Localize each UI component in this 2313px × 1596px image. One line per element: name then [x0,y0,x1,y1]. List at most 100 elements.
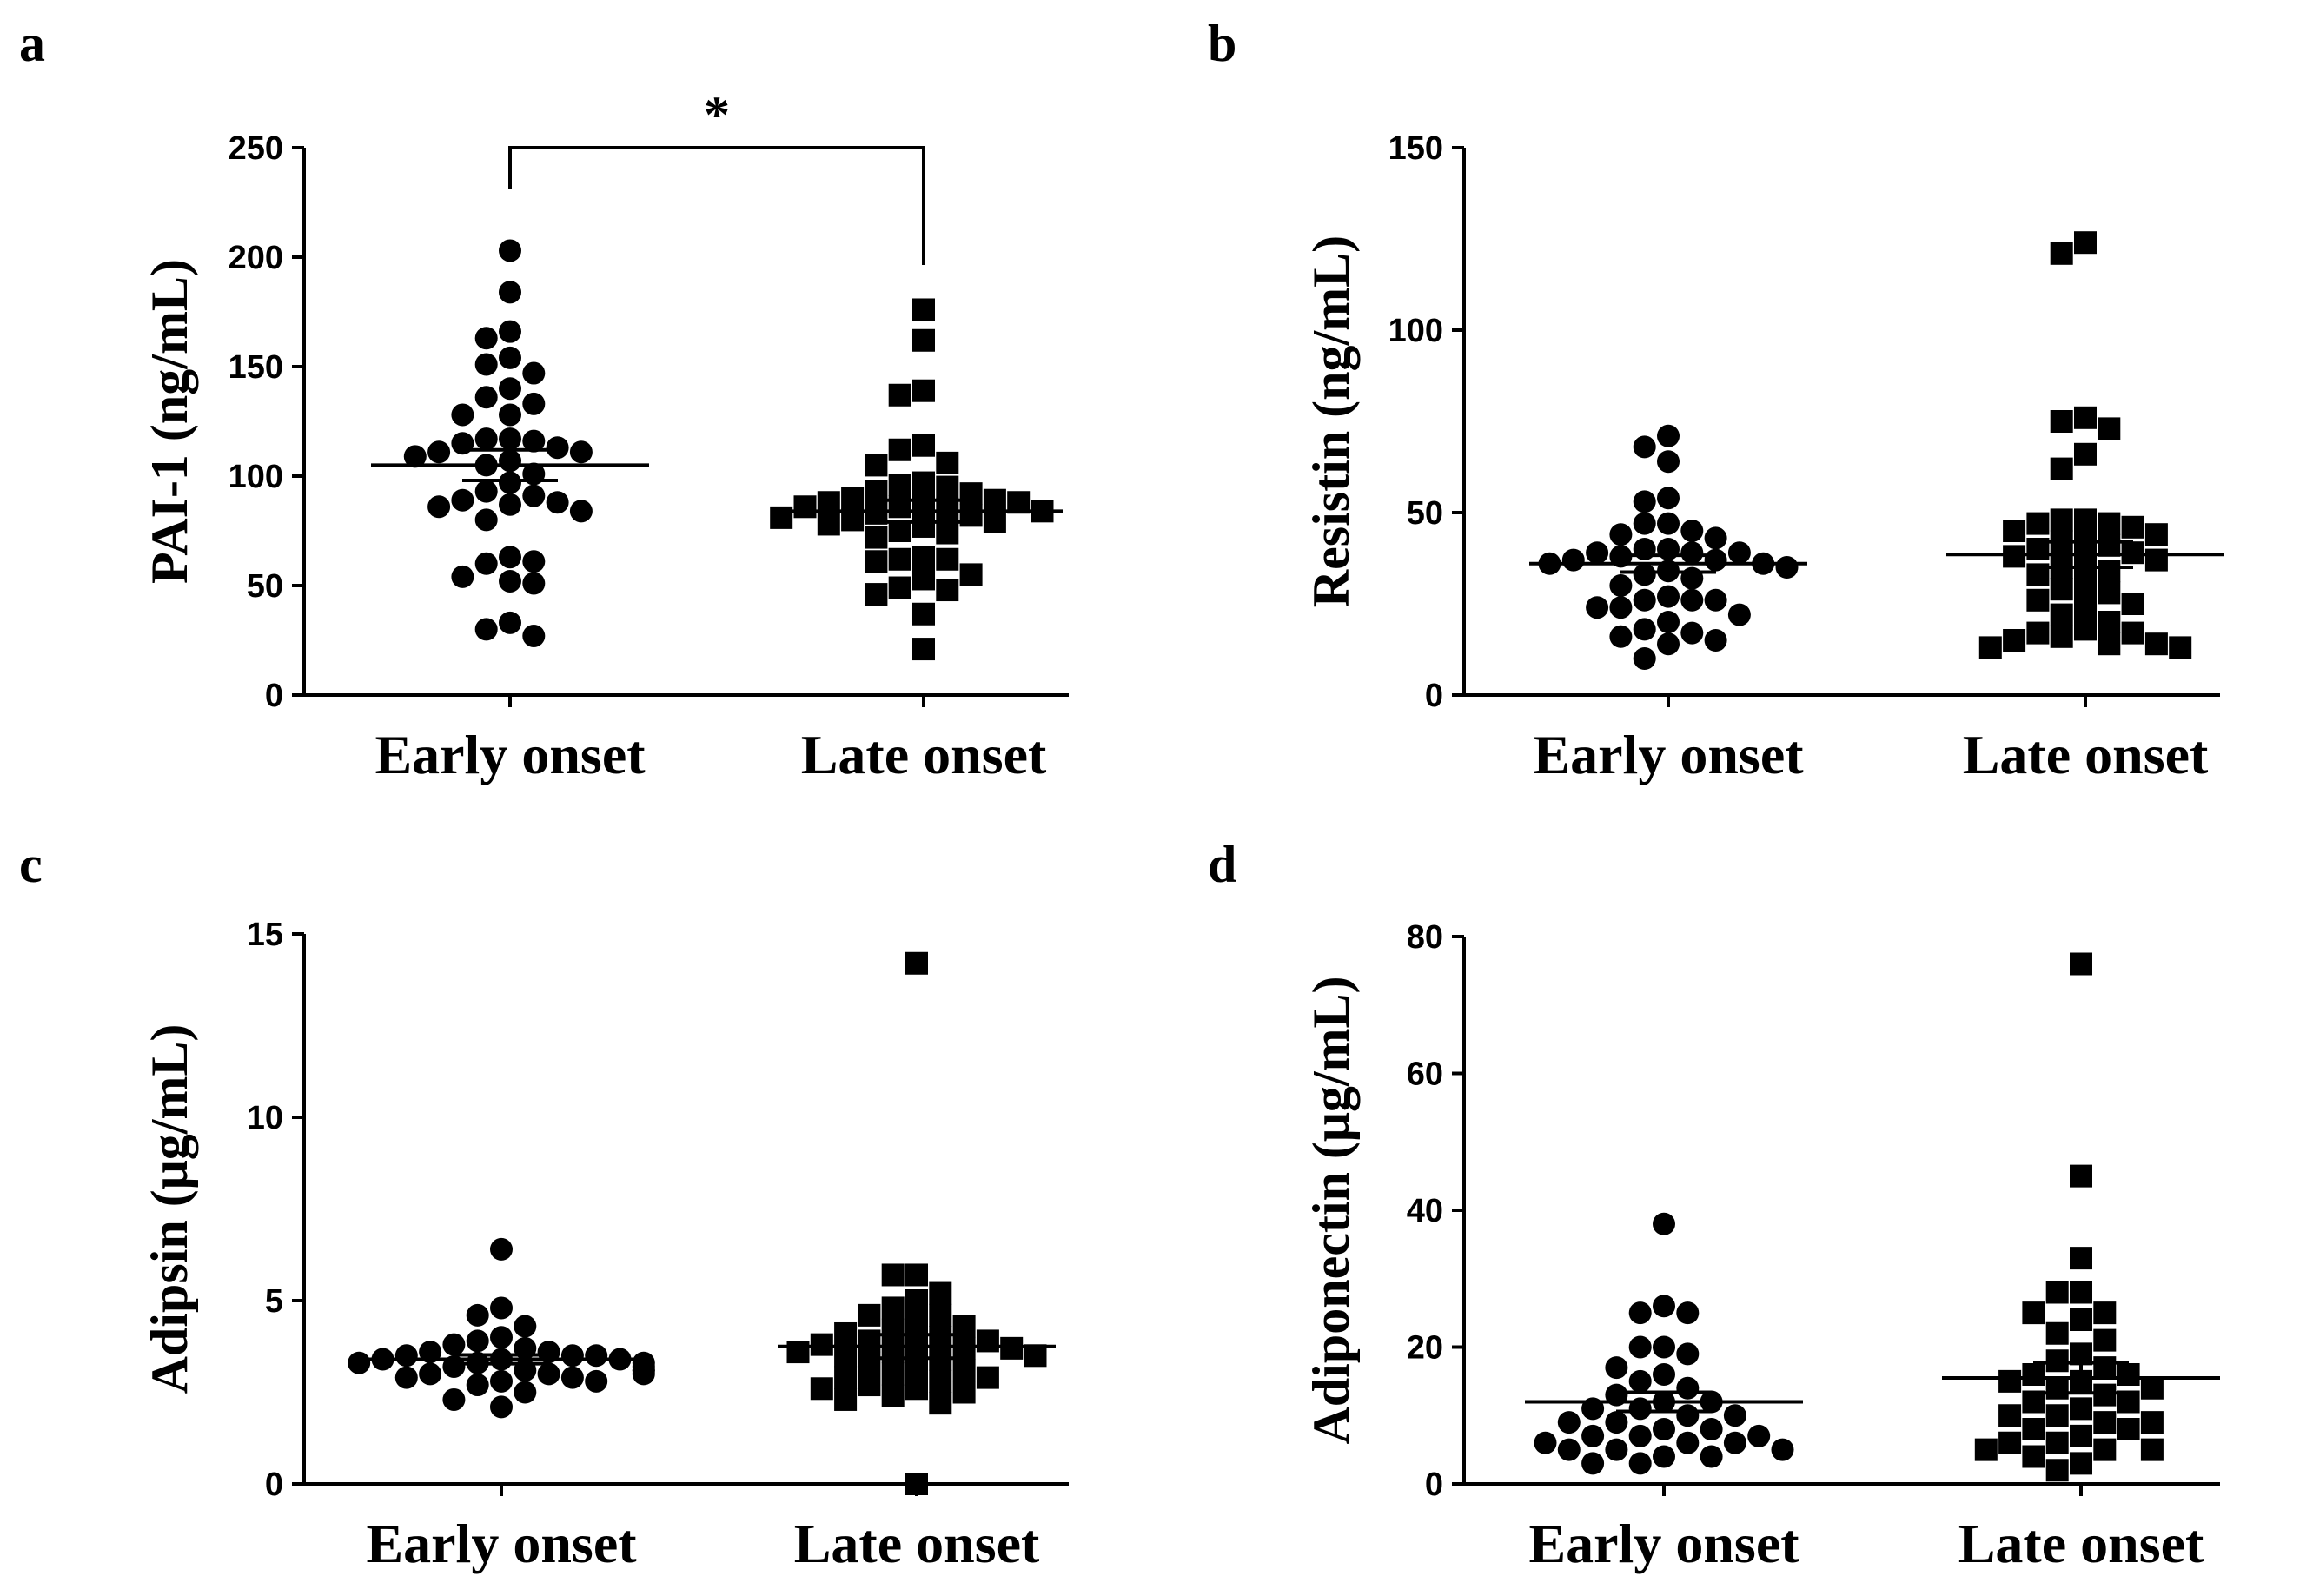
data-point-square [912,602,935,626]
data-point-square [834,1387,858,1411]
data-point-circle [1653,1363,1675,1386]
data-point-circle [1653,1445,1675,1468]
data-point-square [2022,1301,2045,1325]
data-point-square [865,454,888,477]
data-point-circle [490,1237,513,1261]
data-point-square [2022,1363,2045,1386]
data-point-square [858,1374,881,1397]
data-point-circle [499,493,521,516]
data-point-circle [1771,1438,1794,1461]
data-point-square [2050,625,2073,648]
data-point-circle [522,484,546,507]
data-point-circle [1653,1418,1675,1440]
data-point-circle [499,611,521,634]
data-point-circle [1557,1411,1581,1434]
data-point-square [912,471,935,494]
data-point-circle [466,1329,489,1353]
data-point-square [865,550,888,573]
y-tick-label: 200 [229,240,283,276]
data-point-circle [394,1366,418,1389]
x-category-label: Late onset [1963,724,2209,785]
y-tick-label: 0 [265,678,283,714]
data-point-square [2098,611,2121,633]
data-point-circle [1628,1301,1652,1325]
data-point-square [936,547,959,571]
data-point-circle [585,1344,608,1368]
data-point-square [1998,1404,2022,1427]
data-point-square [2022,1418,2045,1440]
chart-panel-a: a 0 50 100 150 200 250 Early onset Late onset PAI… [19,15,1069,785]
data-point-square [952,1381,976,1404]
x-category-label: Early onset [374,724,646,785]
data-point-square [2074,231,2097,255]
data-point-square [888,383,911,407]
data-point-square [1000,1336,1024,1360]
data-point-circle [1653,1295,1675,1318]
data-point-square [2117,1363,2140,1386]
data-point-circle [1680,520,1704,542]
data-point-square [959,563,983,586]
data-point-circle [546,491,569,514]
data-point-square [834,1366,858,1389]
data-point-circle [1657,512,1680,535]
data-point-circle [499,239,521,262]
data-point-square [2121,541,2144,565]
data-point-square [834,1321,858,1345]
data-point-circle [1653,1335,1675,1359]
data-point-circle [442,1387,466,1411]
data-point-circle [585,1369,608,1393]
data-point-square [2144,632,2168,656]
data-point-circle [451,488,474,512]
data-point-square [2144,548,2168,572]
data-point-circle [1633,563,1656,586]
data-point-circle [1633,588,1656,612]
y-tick-label: 150 [229,349,283,386]
x-category-label: Late onset [801,724,1047,785]
data-point-square [2050,242,2073,265]
data-point-circle [474,327,498,350]
data-point-circle [1676,1431,1700,1454]
data-point-square [2045,1404,2069,1427]
data-point-square [793,495,817,519]
data-point-circle [490,1395,513,1419]
chart-panel-c: c 0 5 10 15 Early onset Late onset Adipsin (μg/… [19,836,1069,1574]
data-point-circle [522,429,546,453]
data-point-circle [546,436,569,460]
data-point-square [912,546,935,569]
data-point-square [912,434,935,457]
data-point-circle [499,569,521,593]
data-point-square [2140,1411,2164,1434]
data-point-circle [560,1344,584,1368]
data-point-square [881,1362,905,1386]
data-point-square [912,638,935,661]
data-point-circle [474,353,498,376]
data-point-square [952,1336,976,1360]
data-point-circle [1727,603,1751,626]
panel-label: b [1208,15,1236,72]
y-tick-label: 5 [265,1283,283,1320]
data-point-circle [1680,541,1704,565]
data-point-square [858,1303,881,1327]
data-point-square [936,521,959,545]
data-point-square [1998,1431,2022,1454]
data-point-circle [490,1326,513,1349]
data-point-square [2121,593,2144,615]
data-point-circle [499,281,521,304]
y-tick-label: 0 [1425,1467,1443,1503]
data-point-circle [522,361,546,385]
data-point-circle [1775,556,1799,579]
data-point-circle [499,377,521,401]
data-point-square [2045,1281,2069,1304]
data-point-square [881,1263,905,1287]
data-point-square [881,1384,905,1407]
data-point-square [888,547,911,571]
data-point-square [810,1333,833,1356]
data-point-square [2050,508,2073,532]
data-point-circle [394,1344,418,1368]
data-point-square [936,475,959,499]
data-point-square [2045,1459,2069,1482]
data-point-circle [569,440,593,464]
data-point-circle [1700,1418,1723,1440]
data-point-circle [466,1374,489,1397]
